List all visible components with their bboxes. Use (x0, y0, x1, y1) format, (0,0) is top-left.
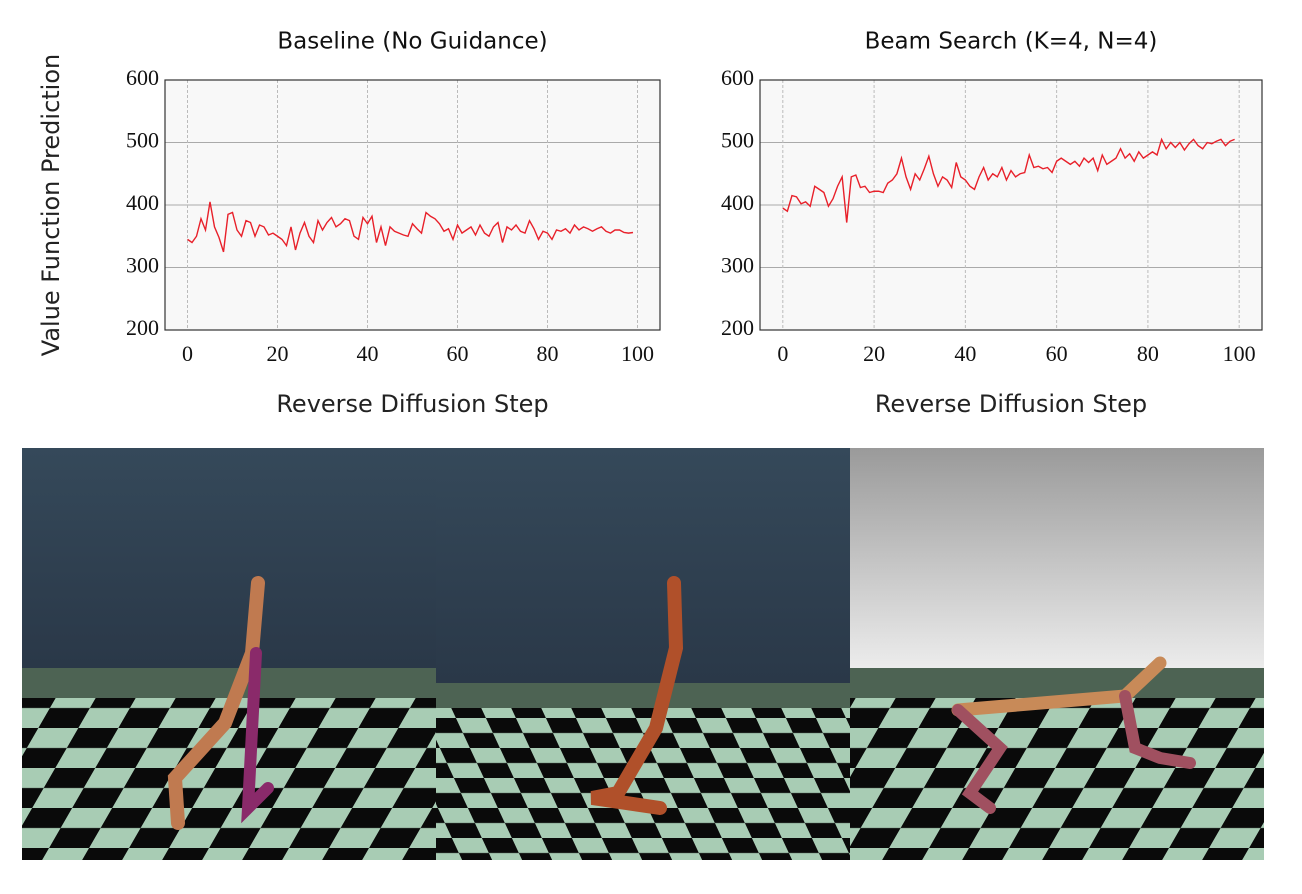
x-tick-label: 100 (621, 341, 654, 366)
render-panel (436, 448, 850, 860)
chart-title: Beam Search (K=4, N=4) (865, 29, 1158, 55)
chart-title: Baseline (No Guidance) (277, 29, 547, 55)
x-axis-label: Reverse Diffusion Step (276, 390, 548, 418)
y-tick-label: 500 (126, 128, 159, 153)
plot-frame (164, 79, 661, 331)
y-tick-label: 600 (126, 65, 159, 90)
x-tick-label: 40 (357, 341, 379, 366)
x-tick-label: 0 (777, 341, 788, 366)
y-tick-label: 300 (126, 253, 159, 278)
x-tick-label: 20 (267, 341, 289, 366)
x-axis-label: Reverse Diffusion Step (875, 390, 1147, 418)
data-line (782, 137, 1235, 223)
y-tick-label: 400 (721, 190, 754, 215)
render-panel (850, 448, 1264, 860)
x-tick-label: 80 (537, 341, 559, 366)
x-tick-label: 60 (447, 341, 469, 366)
y-tick-label: 600 (721, 65, 754, 90)
x-tick-label: 60 (1046, 341, 1068, 366)
data-line (187, 201, 634, 253)
y-tick-label: 200 (126, 315, 159, 340)
x-tick-label: 100 (1223, 341, 1256, 366)
y-axis-label: Value Function Prediction (37, 54, 65, 356)
y-tick-label: 300 (721, 253, 754, 278)
render-panel (22, 448, 436, 860)
y-tick-label: 500 (721, 128, 754, 153)
x-tick-label: 0 (182, 341, 193, 366)
x-tick-label: 80 (1137, 341, 1159, 366)
renders (22, 448, 1264, 860)
x-tick-label: 40 (954, 341, 976, 366)
charts: Value Function Prediction Baseline (No G… (37, 29, 1263, 418)
plot-frame (759, 79, 1263, 331)
x-tick-label: 20 (863, 341, 885, 366)
y-tick-label: 400 (126, 190, 159, 215)
y-tick-label: 200 (721, 315, 754, 340)
